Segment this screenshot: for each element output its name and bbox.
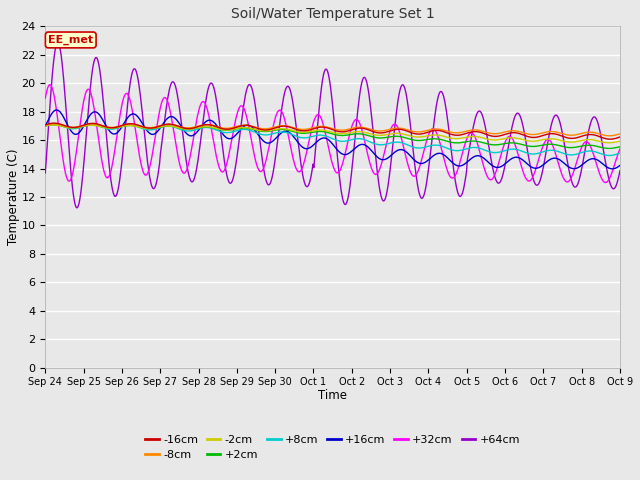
Title: Soil/Water Temperature Set 1: Soil/Water Temperature Set 1	[231, 7, 435, 21]
X-axis label: Time: Time	[318, 389, 347, 402]
Y-axis label: Temperature (C): Temperature (C)	[7, 149, 20, 245]
Text: EE_met: EE_met	[48, 35, 93, 45]
Legend: -16cm, -8cm, -2cm, +2cm, +8cm, +16cm, +32cm, +64cm: -16cm, -8cm, -2cm, +2cm, +8cm, +16cm, +3…	[141, 430, 524, 465]
